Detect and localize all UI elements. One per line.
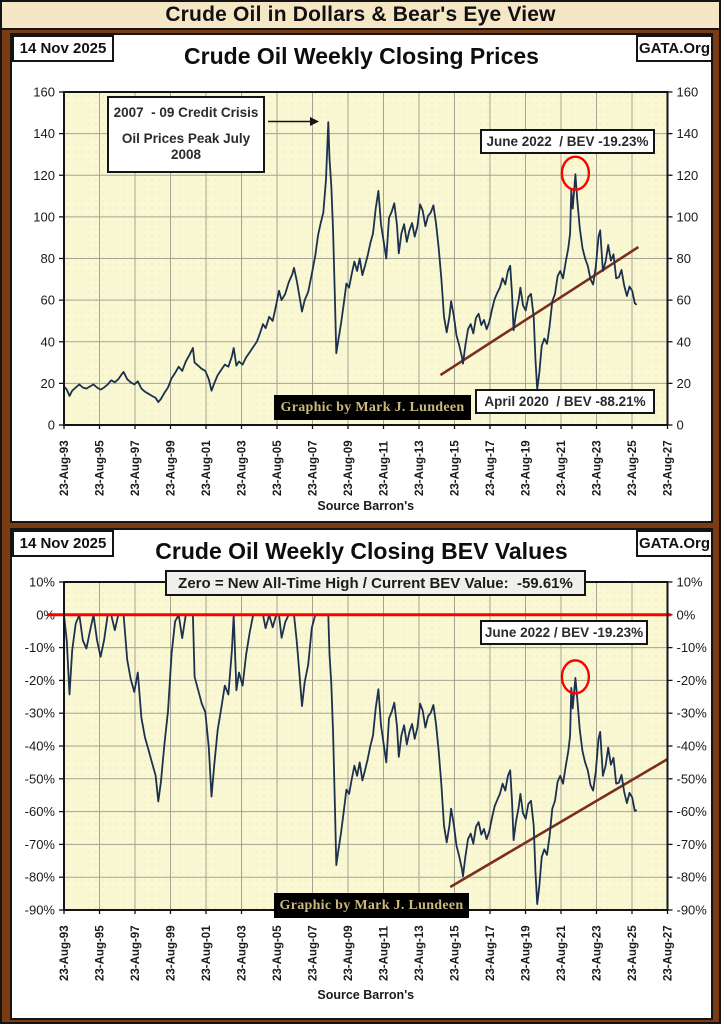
svg-text:23-Aug-11: 23-Aug-11 — [379, 925, 391, 981]
june-2022-annotation-price: June 2022 / BEV -19.23% — [480, 129, 655, 154]
svg-text:80: 80 — [41, 251, 55, 266]
svg-text:23-Aug-25: 23-Aug-25 — [627, 925, 639, 981]
price-chart-title: Crude Oil Weekly Closing Prices — [184, 43, 539, 69]
svg-text:0%: 0% — [677, 607, 696, 622]
graphic-credit-bev: Graphic by Mark J. Lundeen — [274, 893, 469, 918]
svg-text:0: 0 — [48, 418, 55, 433]
svg-text:0%: 0% — [36, 607, 55, 622]
svg-text:-50%: -50% — [677, 771, 708, 786]
svg-text:160: 160 — [33, 85, 55, 100]
svg-text:23-Aug-97: 23-Aug-97 — [130, 925, 142, 981]
svg-text:140: 140 — [677, 126, 699, 141]
svg-text:120: 120 — [33, 168, 55, 183]
svg-text:80: 80 — [677, 251, 691, 266]
svg-text:-10%: -10% — [25, 640, 56, 655]
svg-text:60: 60 — [677, 293, 691, 308]
svg-text:23-Aug-03: 23-Aug-03 — [237, 925, 249, 981]
svg-text:23-Aug-05: 23-Aug-05 — [272, 925, 284, 981]
svg-text:23-Aug-09: 23-Aug-09 — [343, 440, 355, 496]
svg-text:-80%: -80% — [25, 870, 56, 885]
svg-text:23-Aug-95: 23-Aug-95 — [95, 440, 107, 496]
svg-text:23-Aug-13: 23-Aug-13 — [414, 925, 426, 981]
svg-text:-30%: -30% — [677, 706, 708, 721]
svg-text:23-Aug-15: 23-Aug-15 — [450, 925, 462, 981]
svg-text:Source Barron's: Source Barron's — [317, 988, 414, 1002]
svg-text:23-Aug-01: 23-Aug-01 — [201, 440, 213, 496]
svg-text:160: 160 — [677, 85, 699, 100]
svg-text:10%: 10% — [29, 575, 55, 590]
svg-text:23-Aug-19: 23-Aug-19 — [521, 925, 533, 981]
svg-text:23-Aug-07: 23-Aug-07 — [308, 925, 320, 981]
svg-text:-60%: -60% — [677, 804, 708, 819]
svg-text:140: 140 — [33, 126, 55, 141]
svg-text:23-Aug-01: 23-Aug-01 — [201, 925, 213, 981]
svg-text:23-Aug-97: 23-Aug-97 — [130, 440, 142, 496]
svg-text:23-Aug-21: 23-Aug-21 — [556, 925, 568, 981]
svg-text:23-Aug-19: 23-Aug-19 — [521, 440, 533, 496]
svg-text:23-Aug-93: 23-Aug-93 — [59, 440, 71, 496]
bev-zero-banner: Zero = New All-Time High / Current BEV V… — [165, 570, 586, 596]
svg-text:-90%: -90% — [25, 903, 56, 918]
svg-text:-20%: -20% — [677, 673, 708, 688]
svg-text:-70%: -70% — [677, 837, 708, 852]
svg-text:60: 60 — [41, 293, 55, 308]
svg-text:23-Aug-17: 23-Aug-17 — [485, 925, 497, 981]
graphic-credit-price: Graphic by Mark J. Lundeen — [274, 395, 471, 420]
svg-text:23-Aug-99: 23-Aug-99 — [166, 440, 178, 496]
svg-text:120: 120 — [677, 168, 699, 183]
page-title: Crude Oil in Dollars & Bear's Eye View — [2, 2, 719, 30]
svg-text:Source Barron's: Source Barron's — [317, 499, 414, 513]
credit-crisis-line-3: 2008 — [170, 147, 202, 163]
svg-text:0: 0 — [677, 418, 684, 433]
svg-text:10%: 10% — [677, 575, 703, 590]
april-2020-annotation: April 2020 / BEV -88.21% — [475, 389, 655, 414]
svg-text:23-Aug-11: 23-Aug-11 — [379, 440, 391, 496]
date-badge-bev: 14 Nov 2025 — [12, 530, 114, 557]
svg-text:40: 40 — [677, 334, 691, 349]
svg-text:23-Aug-15: 23-Aug-15 — [450, 440, 462, 496]
svg-text:23-Aug-23: 23-Aug-23 — [592, 440, 604, 496]
svg-text:23-Aug-05: 23-Aug-05 — [272, 440, 284, 496]
june-2022-annotation-bev: June 2022 / BEV -19.23% — [480, 620, 648, 645]
svg-text:-30%: -30% — [25, 706, 56, 721]
gata-org-badge: GATA.Org — [636, 35, 713, 62]
svg-text:23-Aug-21: 23-Aug-21 — [556, 440, 568, 496]
svg-text:23-Aug-95: 23-Aug-95 — [95, 925, 107, 981]
svg-text:-60%: -60% — [25, 804, 56, 819]
svg-text:23-Aug-27: 23-Aug-27 — [663, 440, 675, 496]
bev-chart-title: Crude Oil Weekly Closing BEV Values — [155, 538, 568, 564]
svg-text:23-Aug-13: 23-Aug-13 — [414, 440, 426, 496]
svg-text:-40%: -40% — [677, 739, 708, 754]
date-badge: 14 Nov 2025 — [12, 35, 114, 62]
svg-text:23-Aug-23: 23-Aug-23 — [592, 925, 604, 981]
svg-text:40: 40 — [41, 334, 55, 349]
credit-crisis-line-1: 2007 - 09 Credit Crisis — [113, 104, 259, 120]
svg-text:-90%: -90% — [677, 903, 708, 918]
svg-text:23-Aug-25: 23-Aug-25 — [627, 440, 639, 496]
svg-text:23-Aug-03: 23-Aug-03 — [237, 440, 249, 496]
svg-text:-80%: -80% — [677, 870, 708, 885]
svg-text:-70%: -70% — [25, 837, 56, 852]
svg-text:23-Aug-07: 23-Aug-07 — [308, 440, 320, 496]
credit-crisis-line-2: Oil Prices Peak July — [121, 130, 251, 146]
svg-text:23-Aug-27: 23-Aug-27 — [663, 925, 675, 981]
svg-text:-10%: -10% — [677, 640, 708, 655]
svg-text:23-Aug-09: 23-Aug-09 — [343, 925, 355, 981]
svg-text:-50%: -50% — [25, 771, 56, 786]
svg-text:20: 20 — [677, 376, 691, 391]
svg-text:-20%: -20% — [25, 673, 56, 688]
svg-text:-40%: -40% — [25, 739, 56, 754]
svg-text:23-Aug-17: 23-Aug-17 — [485, 440, 497, 496]
svg-text:100: 100 — [33, 209, 55, 224]
svg-text:20: 20 — [41, 376, 55, 391]
svg-text:100: 100 — [677, 209, 699, 224]
gata-org-badge-bev: GATA.Org — [636, 530, 713, 557]
svg-text:23-Aug-99: 23-Aug-99 — [166, 925, 178, 981]
svg-text:23-Aug-93: 23-Aug-93 — [59, 925, 71, 981]
credit-crisis-annotation: 2007 - 09 Credit Crisis Oil Prices Peak … — [107, 96, 265, 173]
